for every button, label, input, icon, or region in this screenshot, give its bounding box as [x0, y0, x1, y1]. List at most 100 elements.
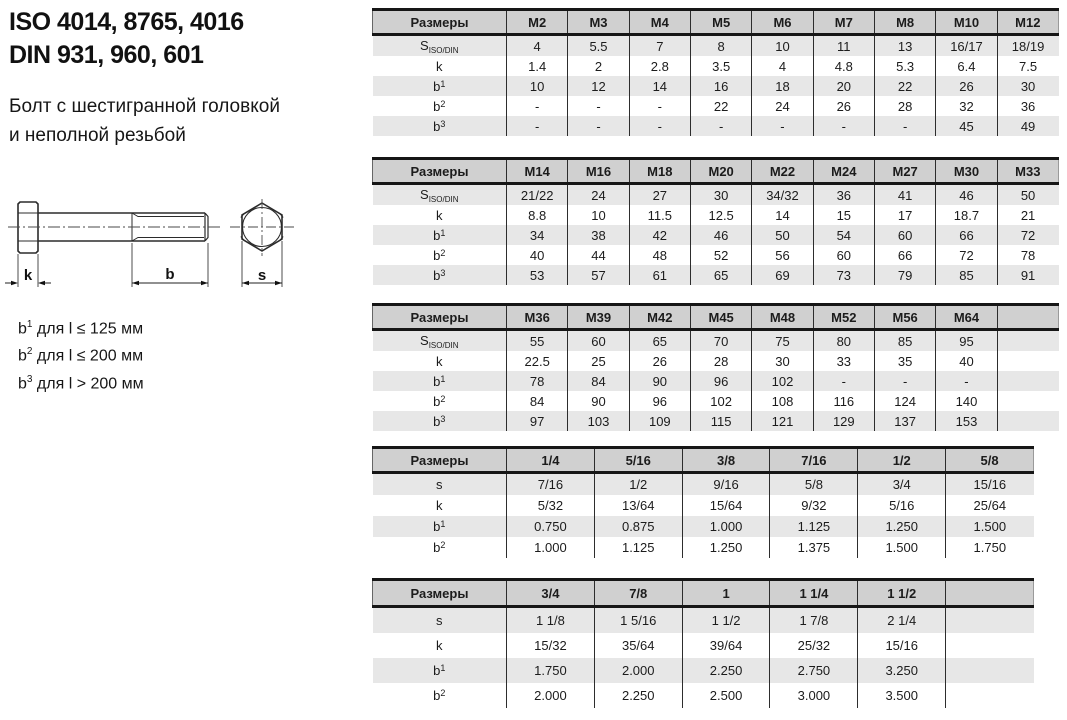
dimension-value: 52 — [689, 245, 752, 265]
dimension-value: 2 1/4 — [857, 606, 946, 633]
dimension-value: 15 — [812, 205, 875, 225]
dimension-value: 72 — [935, 245, 998, 265]
dimension-value — [996, 329, 1059, 351]
row-label: b3 — [433, 118, 446, 134]
dimension-value: 0.750 — [506, 516, 595, 537]
table-header-row: Размеры M2 M3 M4 M5 M6 M7 M8 M10 M12 — [372, 8, 1060, 36]
standards-title-block: ISO 4014, 8765, 4016 DIN 931, 960, 601 — [9, 6, 244, 72]
table-row: b2 2.000 2.250 2.500 3.000 3.500 — [373, 683, 1034, 708]
dimension-value: 12.5 — [689, 205, 752, 225]
dimension-value: 75 — [751, 329, 814, 351]
size-column-header: M6 — [751, 8, 814, 36]
size-column-header: 3/8 — [681, 446, 770, 474]
table-row: SISO/DIN 4 5.5 7 8 10 11 13 16/17 18/19 — [372, 34, 1059, 56]
dimension-value: 15/16 — [945, 472, 1034, 495]
dimension-value: 3.250 — [857, 658, 946, 683]
size-column-header — [945, 578, 1034, 608]
dimension-value: 35/64 — [593, 633, 683, 658]
dimension-value: 32 — [935, 96, 998, 116]
dimension-value: 4 — [505, 34, 568, 56]
row-label: b1 — [433, 519, 446, 534]
dimension-value — [996, 351, 1059, 371]
table-row: b1 0.750 0.875 1.000 1.125 1.250 1.500 — [372, 516, 1034, 537]
dimension-value: 4.8 — [812, 56, 875, 76]
size-column-header: 7/8 — [593, 578, 683, 608]
dimension-value: 2.250 — [681, 658, 770, 683]
dimension-value: 46 — [689, 225, 752, 245]
sizes-column-header: Размеры — [372, 303, 507, 331]
dimension-value: 28 — [873, 96, 936, 116]
dimension-value: 44 — [567, 245, 630, 265]
dimension-value: 30 — [751, 351, 814, 371]
table-row: b3 53 57 61 65 69 73 79 85 91 — [372, 265, 1059, 285]
dimension-value: 11.5 — [628, 205, 691, 225]
table-row: b2 40 44 48 52 56 60 66 72 78 — [373, 245, 1059, 265]
dimension-value: 97 — [505, 411, 568, 431]
table-header-row: Размеры M14 M16 M18 M20 M22 M24 M27 M30 M33 — [372, 157, 1060, 185]
row-label: b1 — [433, 663, 446, 678]
dimension-value: - — [567, 96, 630, 116]
dimension-value: 1 1/2 — [681, 606, 770, 633]
dimension-value: 18 — [751, 76, 814, 96]
row-label: k — [436, 207, 443, 223]
size-column-header: M36 — [505, 303, 568, 331]
dimension-value: 61 — [628, 265, 691, 285]
dimension-value: 78 — [996, 245, 1059, 265]
row-label: b2 — [433, 540, 446, 555]
row-label: k — [436, 353, 443, 369]
din-standards-line: DIN 931, 960, 601 — [9, 41, 204, 69]
dimension-value: - — [567, 116, 630, 136]
dimension-value: - — [873, 116, 936, 136]
footnote: b3 для l > 200 мм — [18, 373, 144, 392]
size-column-header: 1 — [681, 578, 770, 608]
dimension-value: 73 — [812, 265, 875, 285]
dimension-value: - — [751, 116, 814, 136]
dimension-value: - — [812, 371, 875, 391]
row-label: s — [436, 613, 443, 628]
dimension-value: 60 — [812, 245, 875, 265]
row-label: SISO/DIN — [420, 186, 459, 204]
dimension-value: - — [505, 96, 568, 116]
sizes-column-header: Размеры — [372, 578, 507, 608]
description-line-1: Болт с шестигранной головкой — [9, 96, 280, 117]
dimension-value: 6.4 — [935, 56, 998, 76]
dimension-value: 103 — [567, 411, 630, 431]
dimension-value: 1.250 — [857, 516, 946, 537]
dimension-value: 1.000 — [681, 516, 770, 537]
dimension-value: 1 7/8 — [769, 606, 858, 633]
dimension-value: 79 — [873, 265, 936, 285]
row-label: b1 — [433, 78, 446, 94]
size-column-header: 1/2 — [857, 446, 946, 474]
bolt-hex-end-view: s — [230, 199, 294, 287]
dimension-value: 2.750 — [769, 658, 858, 683]
dimension-value: 2 — [567, 56, 630, 76]
dimension-value: 46 — [935, 183, 998, 205]
row-label: k — [436, 638, 443, 653]
size-column-header: M5 — [689, 8, 752, 36]
size-column-header: M24 — [812, 157, 875, 185]
dimension-value: 41 — [873, 183, 936, 205]
table-row: k 1.4 2 2.8 3.5 4 4.8 5.3 6.4 7.5 — [373, 56, 1059, 76]
sizes-column-header: Размеры — [372, 157, 507, 185]
dimension-value: 9/32 — [769, 495, 858, 516]
dimension-value: 22 — [689, 96, 752, 116]
dimension-value: 14 — [628, 76, 691, 96]
table-row: b3 97 103 109 115 121 129 137 153 — [372, 411, 1059, 431]
dimension-value: 48 — [628, 245, 691, 265]
dimension-value: 1.750 — [506, 658, 595, 683]
table-row: b3- - - - - - -45 49 — [372, 116, 1059, 136]
dimension-value: 65 — [628, 329, 691, 351]
dimension-value: 14 — [751, 205, 814, 225]
dimension-value: 85 — [935, 265, 998, 285]
size-column-header: M16 — [567, 157, 630, 185]
dimension-value: 34/32 — [751, 183, 814, 205]
size-column-header: M2 — [505, 8, 568, 36]
dimension-value: 66 — [873, 245, 936, 265]
row-label: SISO/DIN — [420, 37, 459, 55]
dimension-value: 13/64 — [593, 495, 683, 516]
dimension-value: 84 — [505, 391, 568, 411]
dimension-value: 57 — [567, 265, 630, 285]
dimension-value: 3/4 — [857, 472, 946, 495]
dimension-value: - — [628, 116, 691, 136]
dimension-value: 95 — [935, 329, 998, 351]
